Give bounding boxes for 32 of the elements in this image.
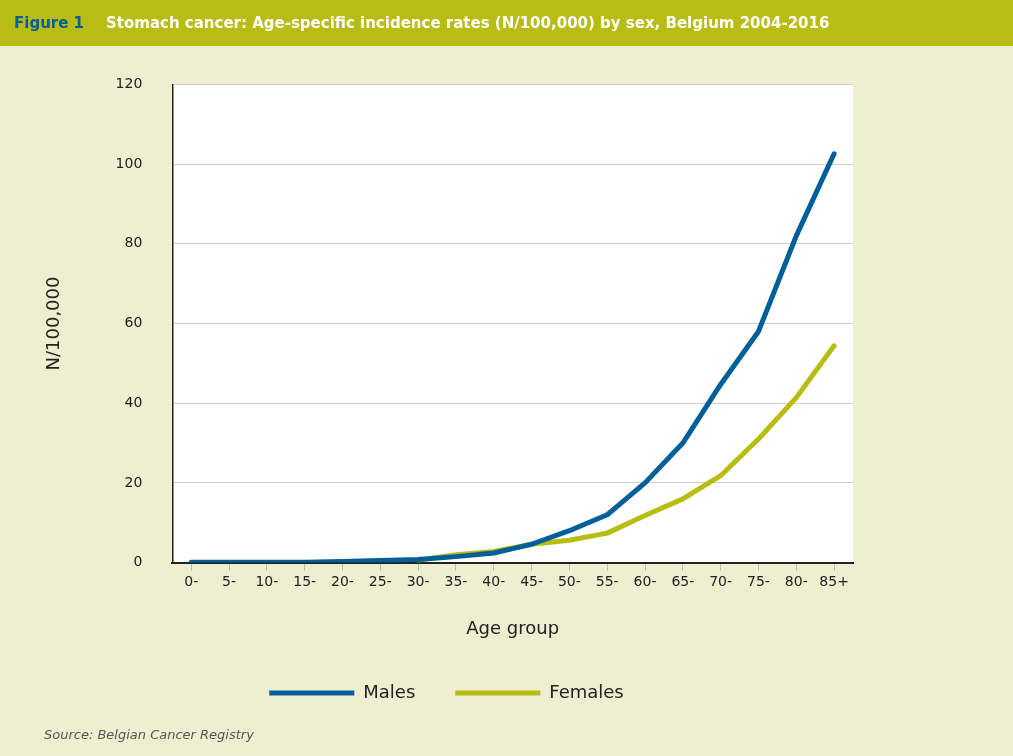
x-tick-label: 70- [709, 572, 733, 589]
y-tick-label: 60 [124, 314, 143, 331]
x-tick-label: 45- [520, 572, 544, 589]
x-tick-label: 75- [747, 572, 770, 589]
x-tick-label: 25- [368, 572, 392, 589]
chart-title: Stomach cancer: Age-specific incidence rates (N/100,000) by sex, Belgium 2004-2016 [106, 14, 830, 32]
y-tick-label: 80 [124, 234, 143, 251]
y-tick-label: 40 [124, 393, 143, 410]
x-tick-label: 80- [784, 572, 808, 589]
y-tick-label: 120 [115, 75, 143, 92]
x-tick-label: 0- [184, 572, 199, 589]
x-tick-label: 30- [406, 572, 430, 589]
y-tick-label: 20 [124, 473, 143, 490]
y-tick-label: 100 [115, 154, 143, 171]
x-tick-label: 85+ [819, 572, 849, 589]
legend-label: Females [549, 680, 624, 702]
y-tick-label: 0 [133, 553, 143, 570]
x-tick-label: 65- [671, 572, 695, 589]
x-tick-label: 35- [444, 572, 468, 589]
source-note: Source: Belgian Cancer Registry [44, 727, 254, 742]
x-axis-title: Age group [466, 616, 560, 638]
x-tick-label: 20- [331, 572, 354, 589]
x-tick-label: 15- [293, 572, 317, 589]
caption: Figure 1 [14, 14, 86, 32]
x-tick-label: 40- [482, 572, 506, 589]
legend-label: Males [363, 680, 416, 702]
y-axis-title: N/100,000 [42, 276, 64, 371]
x-tick-label: 5- [222, 572, 237, 589]
x-tick-label: 55- [595, 572, 619, 589]
x-tick-label: 60- [633, 572, 657, 589]
x-tick-label: 50- [557, 572, 581, 589]
x-tick-label: 10- [255, 572, 279, 589]
